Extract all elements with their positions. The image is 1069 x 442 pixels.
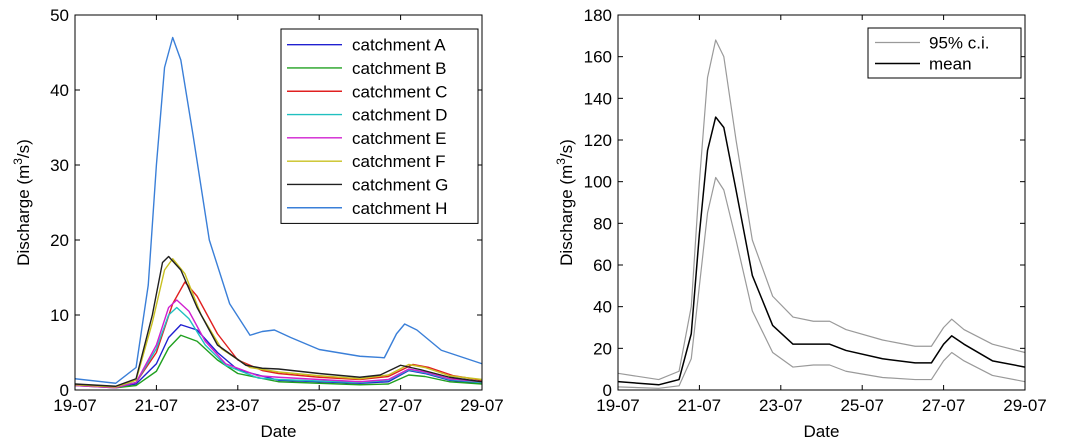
- y-axis-label-main: Discharge (m: [557, 165, 576, 266]
- plot-area-frame: [74, 14, 483, 391]
- y-axis-label: Discharge (m3/s): [11, 139, 33, 266]
- x-tick-label: 19-07: [596, 396, 639, 415]
- x-tick-label: 21-07: [678, 396, 721, 415]
- y-tick-label: 80: [593, 214, 612, 233]
- x-axis-label: Date: [261, 422, 297, 441]
- x-tick-label: 23-07: [759, 396, 802, 415]
- y-tick-label: 30: [50, 156, 69, 175]
- y-tick-label: 20: [50, 231, 69, 250]
- legend-entry-label: catchment H: [352, 199, 447, 218]
- series-line-catchment-h: [74, 36, 483, 384]
- legend-box: [280, 28, 479, 224]
- y-tick-label: 100: [584, 173, 612, 192]
- left-chart-panel: 19-07 21-07 23-07 25-07 27-07 29-07 0 10 20 30 40 5…: [11, 6, 504, 441]
- series-line-95-c-i-: [617, 39, 1026, 381]
- y-axis-label-tail: /s): [557, 139, 576, 158]
- x-tick-label: 25-07: [297, 396, 340, 415]
- y-tick-label: 10: [50, 306, 69, 325]
- x-tick-label: 21-07: [135, 396, 178, 415]
- legend-entry-label: mean: [929, 55, 972, 74]
- series-line-catchment-d: [74, 306, 483, 388]
- legend-entry-label: catchment A: [352, 36, 446, 55]
- y-tick-label: 20: [593, 339, 612, 358]
- y-tick-label: 140: [584, 89, 612, 108]
- x-tick-label: 29-07: [1003, 396, 1046, 415]
- y-tick-label: 120: [584, 131, 612, 150]
- y-tick-label: 180: [584, 6, 612, 25]
- y-tick-label: 160: [584, 48, 612, 67]
- legend-entry-label: catchment C: [352, 82, 447, 101]
- x-tick-label: 29-07: [460, 396, 503, 415]
- legend-entry-label: catchment D: [352, 106, 447, 125]
- y-tick-label: 0: [603, 381, 612, 400]
- y-axis-label-main: Discharge (m: [14, 165, 33, 266]
- legend-entry-label: 95% c.i.: [929, 34, 989, 53]
- right-chart-panel: 19-07 21-07 23-07 25-07 27-07 29-07 0 20 40 60 80 1…: [554, 6, 1047, 441]
- legend-entry-label: catchment G: [352, 175, 448, 194]
- series-line-catchment-g: [74, 255, 483, 387]
- y-axis-label-superscript: 3: [554, 158, 568, 165]
- legend-entry-label: catchment F: [352, 152, 446, 171]
- x-tick-label: 25-07: [840, 396, 883, 415]
- y-tick-label: 0: [60, 381, 69, 400]
- legend-box: [867, 27, 1022, 79]
- series-line-catchment-b: [74, 334, 483, 389]
- plot-area-frame: [617, 14, 1026, 391]
- y-tick-label: 40: [593, 298, 612, 317]
- y-axis-label-tail: /s): [14, 139, 33, 158]
- y-axis-label-superscript: 3: [11, 158, 25, 165]
- y-axis-label: Discharge (m3/s): [554, 139, 576, 266]
- y-tick-label: 40: [50, 81, 69, 100]
- x-tick-label: 27-07: [922, 396, 965, 415]
- series-line-catchment-e: [74, 299, 483, 389]
- y-tick-label: 50: [50, 6, 69, 25]
- x-axis-label: Date: [804, 422, 840, 441]
- series-line-catchment-c: [74, 281, 483, 388]
- x-tick-label: 23-07: [216, 396, 259, 415]
- series-line-lower-ci-1: [617, 176, 1026, 389]
- legend-entry-label: catchment B: [352, 59, 447, 78]
- series-line-mean: [617, 116, 1026, 386]
- legend-entry-label: catchment E: [352, 129, 447, 148]
- x-tick-label: 19-07: [53, 396, 96, 415]
- x-tick-label: 27-07: [379, 396, 422, 415]
- y-tick-label: 60: [593, 256, 612, 275]
